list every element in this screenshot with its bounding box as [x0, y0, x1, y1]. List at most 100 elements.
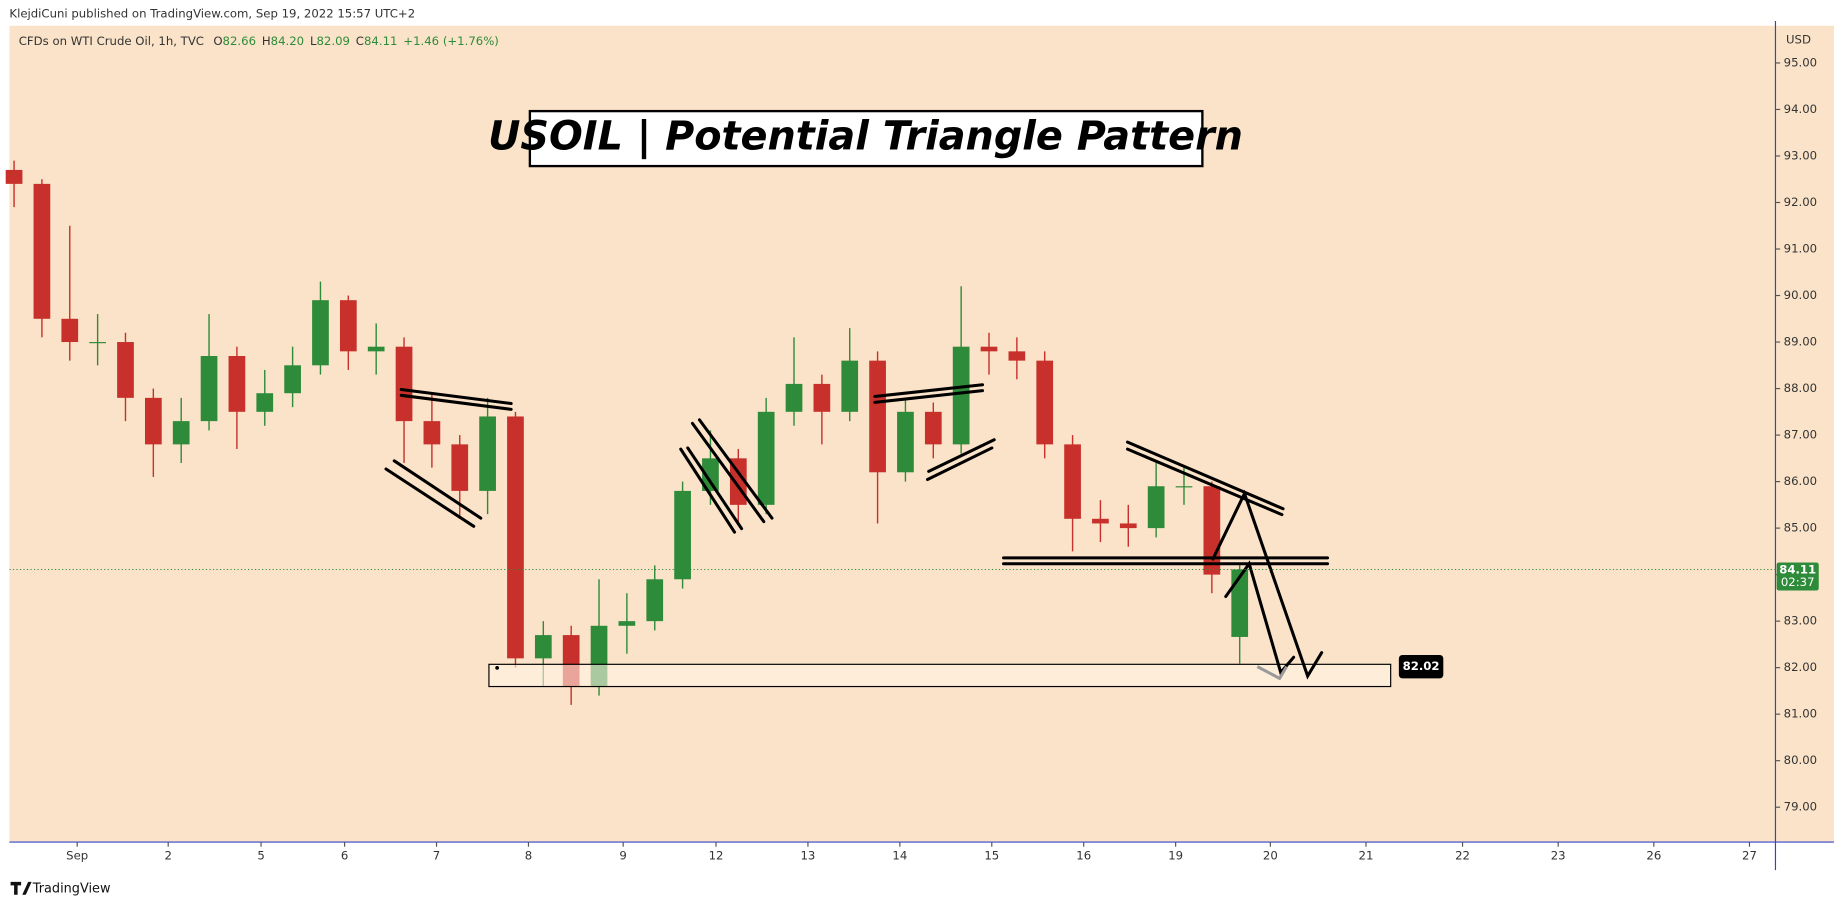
x-tick-label: 16 [1076, 849, 1091, 863]
candle-body [451, 444, 469, 491]
y-tick-label: 87.00 [1784, 428, 1817, 442]
trendline [679, 447, 737, 534]
y-tick-label: 90.00 [1784, 288, 1817, 302]
candle-body [200, 355, 218, 422]
trendline [399, 387, 513, 406]
trendline [399, 393, 513, 411]
candle-body [1231, 569, 1249, 637]
x-tick-label: 14 [892, 849, 907, 863]
ohlc-label: C [356, 33, 364, 47]
trendline [1126, 447, 1284, 517]
candle-body [395, 346, 413, 422]
pattern-drawings [384, 383, 1330, 681]
candle-body [1008, 351, 1026, 361]
candle-body [423, 421, 441, 445]
projection-path [1211, 489, 1324, 680]
ohlc-value: 84.20 [271, 33, 304, 47]
trendline [384, 467, 476, 528]
y-tick-label: 83.00 [1784, 614, 1817, 628]
x-tick-label: 19 [1168, 849, 1183, 863]
byline: KlejdiCuni published on TradingView.com,… [9, 7, 415, 21]
brand-name: TradingView [32, 881, 111, 896]
trendline [697, 418, 774, 520]
axis-background [1775, 25, 1834, 843]
candle-body [980, 346, 998, 352]
y-tick-label: 79.00 [1784, 800, 1817, 814]
trendline [926, 446, 994, 482]
x-tick-label: 26 [1646, 849, 1661, 863]
x-tick-label: Sep [66, 849, 88, 863]
last-price-label: 84.11 [1779, 563, 1816, 577]
y-tick-label: 93.00 [1784, 148, 1817, 162]
projection-path [1224, 560, 1296, 676]
x-tick-label: 23 [1551, 849, 1566, 863]
candle-body [534, 635, 552, 659]
countdown-label: 02:37 [1781, 575, 1815, 589]
trendline [1126, 440, 1285, 511]
ohlc-value: 82.09 [316, 33, 349, 47]
support-zone [488, 663, 1392, 688]
candle-body [1036, 360, 1054, 445]
candle-body [1175, 486, 1193, 488]
projection-hint [1256, 665, 1288, 681]
x-tick-label: 7 [433, 849, 440, 863]
symbol-legend: CFDs on WTI Crude Oil, 1h, TVC O82.66 H84.… [19, 33, 499, 47]
candles [5, 160, 1249, 705]
x-tick-label: 2 [164, 849, 171, 863]
candle-body [1064, 444, 1081, 519]
zone-anchor [495, 665, 499, 670]
ohlc-label: O [213, 33, 222, 47]
candle-body [1203, 486, 1221, 575]
y-tick-label: 91.00 [1784, 242, 1817, 256]
y-tick-label: 92.00 [1784, 195, 1817, 209]
y-tick-label: 85.00 [1784, 521, 1817, 535]
x-tick-label: 13 [801, 849, 816, 863]
x-tick-label: 8 [525, 849, 532, 863]
candle-body [33, 183, 51, 319]
candle-body [785, 383, 803, 412]
candle-body [1147, 486, 1165, 529]
zone-price-label: 82.02 [1403, 659, 1440, 673]
title-box [528, 109, 1204, 168]
x-tick-label: 12 [709, 849, 724, 863]
x-tick-label: 15 [984, 849, 999, 863]
candle-body [897, 411, 914, 473]
brand-logo [10, 881, 32, 895]
trendline [873, 383, 985, 399]
ohlc-label: L [310, 33, 317, 47]
trendline [690, 421, 766, 524]
chart-title: USOIL | Potential Triangle Pattern [488, 114, 1243, 160]
candle-body [284, 365, 301, 394]
candle-body [479, 416, 496, 491]
trendline [686, 446, 744, 531]
zone-price-box [1398, 655, 1444, 679]
candle-body [1119, 523, 1137, 529]
y-tick-label: 82.00 [1784, 660, 1817, 674]
trendline [392, 459, 483, 520]
y-tick-label: 89.00 [1784, 335, 1817, 349]
candle-body [144, 397, 162, 445]
candle-body [228, 355, 246, 412]
symbol-name: CFDs on WTI Crude Oil, 1h, TVC [19, 33, 204, 47]
candle-body [813, 383, 831, 412]
x-tick-label: 21 [1359, 849, 1374, 863]
candle-body [61, 318, 79, 343]
x-tick-label: 9 [619, 849, 626, 863]
candle-body [256, 393, 274, 412]
candle-body [1092, 518, 1109, 524]
candle-body [89, 342, 106, 344]
x-tick-label: 6 [341, 849, 348, 863]
y-tick-label: 95.00 [1784, 55, 1817, 69]
trendline [927, 438, 996, 473]
trendline [873, 389, 985, 404]
y-tick-label: 81.00 [1784, 707, 1817, 721]
y-tick-label: 94.00 [1784, 102, 1817, 116]
last-price-box [1776, 562, 1819, 591]
candle-body [367, 346, 385, 352]
candle-body [924, 411, 942, 445]
currency: USD [1786, 32, 1811, 46]
x-tick-label: 22 [1455, 849, 1470, 863]
change: +1.46 (+1.76%) [403, 33, 499, 47]
candle-body [646, 579, 664, 622]
x-tick-label: 5 [257, 849, 264, 863]
